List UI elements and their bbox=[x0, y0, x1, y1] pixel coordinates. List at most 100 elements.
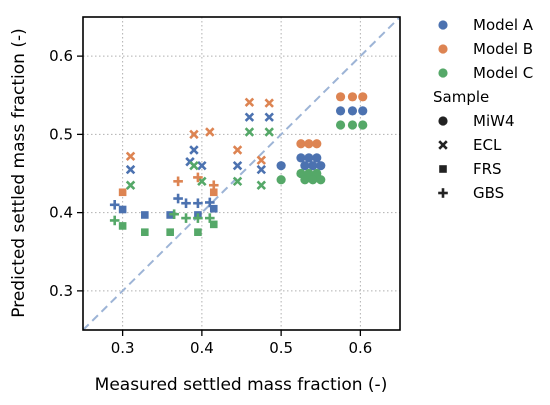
point-series3-5-stroke-b bbox=[244, 112, 255, 122]
point-series4-4 bbox=[244, 97, 255, 108]
point-series9-3 bbox=[193, 198, 203, 209]
point-series3-2-stroke-b bbox=[189, 145, 199, 155]
legend: Model A Model B Model C Sample MiW4 ECL FRS GBS bbox=[433, 16, 534, 202]
axis-ticks: 0.3 0.4 0.5 0.6 0.3 0.4 0.5 0.6 bbox=[49, 47, 372, 357]
point-series2-4 bbox=[300, 175, 310, 185]
point-series5-5-stroke-b bbox=[256, 180, 267, 190]
point-series10-2 bbox=[208, 180, 219, 191]
identity-line-layer bbox=[82, 16, 401, 331]
point-series8-2 bbox=[166, 228, 174, 236]
legend-hue-marker-2 bbox=[438, 68, 448, 78]
y-tick-label-3: 0.6 bbox=[49, 47, 73, 65]
x-tick-label-2: 0.5 bbox=[269, 339, 293, 357]
y-tick-label-1: 0.4 bbox=[49, 204, 73, 222]
point-series3-1-stroke-b bbox=[185, 157, 195, 167]
point-series4-3 bbox=[232, 145, 243, 155]
point-series11-4 bbox=[205, 213, 215, 223]
point-series0-2 bbox=[304, 153, 314, 163]
point-series8-1 bbox=[141, 228, 149, 236]
point-series4-2-stroke-b bbox=[205, 127, 215, 137]
legend-style-label-2: FRS bbox=[473, 160, 502, 178]
point-series4-1 bbox=[189, 129, 199, 140]
point-series10-0 bbox=[173, 176, 183, 187]
x-tick-label-0: 0.3 bbox=[111, 339, 135, 357]
point-series3-7 bbox=[264, 112, 274, 122]
point-series9-0 bbox=[109, 200, 120, 210]
point-series3-7-stroke-b bbox=[264, 112, 274, 122]
point-series8-4 bbox=[209, 220, 218, 229]
point-series10-1 bbox=[193, 172, 203, 183]
point-series2-0 bbox=[276, 175, 286, 185]
point-series1-2 bbox=[312, 139, 322, 149]
point-series4-0-stroke-b bbox=[125, 151, 136, 162]
legend-style-title: Sample bbox=[433, 88, 489, 106]
legend-hue-marker-0 bbox=[438, 20, 448, 30]
point-series5-2 bbox=[197, 176, 207, 187]
point-series4-5-stroke-b bbox=[256, 155, 267, 165]
identity-line bbox=[82, 16, 401, 331]
point-series6-4 bbox=[209, 204, 218, 213]
legend-style-marker-2 bbox=[439, 165, 447, 173]
point-series8-3 bbox=[194, 228, 202, 236]
y-axis-label: Predicted settled mass fraction (-) bbox=[9, 28, 29, 317]
point-series4-1-stroke-b bbox=[189, 129, 199, 140]
point-series3-6-stroke-b bbox=[256, 164, 267, 175]
point-series0-1 bbox=[296, 153, 306, 163]
legend-style-marker-1-stroke-b bbox=[438, 140, 448, 150]
point-series3-0-stroke-b bbox=[125, 164, 136, 175]
point-series0-9 bbox=[358, 106, 368, 116]
point-series1-0 bbox=[296, 139, 306, 149]
legend-hue-label-0: Model A bbox=[473, 16, 534, 34]
point-series3-3-stroke-b bbox=[197, 160, 207, 171]
y-tick-label-0: 0.3 bbox=[49, 282, 73, 300]
point-series3-5 bbox=[244, 112, 255, 122]
legend-style-label-0: MiW4 bbox=[473, 112, 514, 130]
point-series5-0-stroke-b bbox=[125, 180, 136, 190]
point-series3-4 bbox=[232, 160, 243, 171]
legend-style-label-3: GBS bbox=[473, 184, 504, 202]
y-tick-label-2: 0.5 bbox=[49, 125, 73, 143]
point-series5-2-stroke-b bbox=[197, 176, 207, 187]
point-series6-1 bbox=[141, 211, 149, 219]
point-series0-5 bbox=[308, 161, 318, 171]
point-series5-5 bbox=[256, 180, 267, 190]
grid bbox=[83, 17, 400, 330]
point-series1-4 bbox=[347, 92, 358, 102]
point-series11-2 bbox=[181, 213, 191, 223]
point-series3-6 bbox=[256, 164, 267, 175]
point-series1-1 bbox=[304, 139, 314, 149]
x-tick-label-3: 0.6 bbox=[348, 339, 372, 357]
point-series0-0 bbox=[276, 161, 286, 171]
point-series1-3 bbox=[335, 92, 346, 102]
point-series2-8 bbox=[347, 120, 358, 130]
legend-style-marker-0 bbox=[438, 116, 448, 126]
point-series0-6 bbox=[316, 161, 326, 171]
point-series4-5 bbox=[256, 155, 267, 165]
point-series3-0 bbox=[125, 164, 136, 175]
point-series4-2 bbox=[205, 127, 215, 137]
point-series5-3-stroke-b bbox=[232, 176, 243, 187]
point-series6-0 bbox=[118, 205, 127, 214]
point-series11-0 bbox=[109, 215, 120, 226]
point-series4-4-stroke-b bbox=[244, 97, 255, 108]
point-series7-0 bbox=[118, 188, 127, 197]
point-series9-2 bbox=[181, 198, 191, 209]
point-series9-4 bbox=[205, 197, 215, 208]
point-series0-8 bbox=[347, 106, 358, 116]
legend-style-marker-1 bbox=[438, 140, 448, 150]
legend-hue-label-2: Model C bbox=[473, 64, 533, 82]
x-tick-label-1: 0.4 bbox=[190, 339, 214, 357]
point-series11-1 bbox=[169, 209, 179, 219]
plot-frame bbox=[82, 16, 401, 331]
point-series5-3 bbox=[232, 176, 243, 187]
point-series2-5 bbox=[308, 175, 318, 185]
point-series9-1 bbox=[173, 193, 183, 204]
legend-style-label-1: ECL bbox=[473, 136, 502, 154]
point-series5-6-stroke-b bbox=[264, 127, 274, 137]
point-series4-6 bbox=[264, 98, 274, 108]
point-series2-9 bbox=[358, 120, 368, 130]
point-series11-3 bbox=[193, 213, 203, 223]
data-points bbox=[109, 92, 368, 236]
